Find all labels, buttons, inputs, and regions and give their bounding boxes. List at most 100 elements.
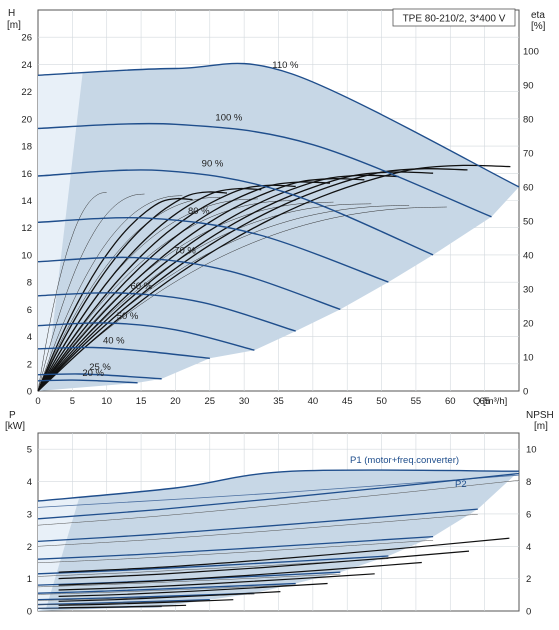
eta-curve	[37, 174, 399, 392]
min-flow-zone	[38, 72, 83, 391]
x-tick-label: 20	[170, 396, 181, 407]
power-curves	[37, 469, 520, 610]
x-tick-label: 50	[376, 396, 387, 407]
npsh-tick-label: 6	[526, 509, 531, 520]
y-tick-label: 8	[27, 278, 32, 289]
y-tick-label: 24	[21, 60, 32, 71]
p-tick-label: 2	[27, 542, 32, 553]
speed-curve-label: 80 %	[188, 206, 210, 217]
y2-tick-label: 50	[523, 216, 534, 227]
power-envelope-area	[38, 469, 519, 611]
y2-tick-label: 40	[523, 250, 534, 261]
x-tick-label: 60	[445, 396, 456, 407]
p1-curve	[37, 469, 520, 502]
thin-curve	[37, 200, 296, 392]
chart-title: TPE 80-210/2, 3*400 V	[403, 14, 506, 25]
power-envelope	[38, 469, 519, 611]
p-tick-label: 1	[27, 574, 32, 585]
npsh-curve	[58, 573, 375, 591]
power-speed-curve	[37, 472, 520, 520]
thin-curve	[37, 192, 107, 392]
y2-tick-label: 30	[523, 284, 534, 295]
thin-curve	[37, 203, 372, 392]
x-tick-label: 10	[101, 396, 112, 407]
series-label-p2: P2	[455, 479, 467, 490]
y-tick-label: 16	[21, 169, 32, 180]
axis-ticks: 0 5 10 15 20 25 30 35 40 45 50 55 60 6502468101214161…	[21, 33, 538, 618]
p2-speed-curve	[37, 480, 520, 526]
x-tick-label: 30	[239, 396, 250, 407]
eta-curve	[37, 197, 193, 392]
x-tick-label: 45	[342, 396, 353, 407]
speed-curves: 110 % 100 % 90 % 80 % 70 % 60 % 50 % 40 % 25 %20…	[37, 60, 520, 384]
thin-curve	[37, 206, 447, 392]
speed-curve-label: 100 %	[215, 112, 242, 123]
speed-curve-label: 20 %	[82, 368, 104, 379]
y-axis-unit-p: [kW]	[5, 421, 25, 432]
x-tick-label: 55	[411, 396, 422, 407]
x-tick-label: 35	[273, 396, 284, 407]
thin-curve	[37, 196, 221, 392]
x-tick-label: 40	[308, 396, 319, 407]
y-axis-label-p: P	[9, 410, 16, 421]
speed-curve	[37, 122, 492, 218]
x-tick-label: 25	[204, 396, 215, 407]
y2-tick-label: 70	[523, 148, 534, 159]
power-speed-curve	[37, 508, 478, 543]
power-speed-curve	[37, 582, 296, 594]
eta-curve	[37, 191, 228, 392]
npsh-tick-label: 0	[526, 607, 531, 618]
speed-curve	[37, 346, 210, 359]
speed-curve	[37, 62, 520, 188]
x-tick-label: 0	[35, 396, 40, 407]
y2-tick-label: 0	[523, 387, 528, 398]
y2-tick-label: 20	[523, 318, 534, 329]
y2-axis-unit-npsh: [m]	[534, 421, 548, 432]
p2-speed-curve	[37, 540, 434, 564]
speed-curve	[37, 322, 255, 351]
speed-curve-label: 110 %	[272, 60, 299, 71]
speed-curve-label: 60 %	[130, 281, 152, 292]
npsh-curve	[58, 550, 470, 580]
p-tick-label: 0	[27, 607, 32, 618]
npsh-tick-label: 2	[526, 574, 531, 585]
power-speed-curve	[37, 535, 434, 560]
y2-axis-unit-eta: [%]	[531, 21, 546, 32]
speed-curve-label: 25 %	[89, 362, 111, 373]
npsh-curve	[58, 561, 422, 586]
npsh-curve	[58, 604, 187, 609]
speed-curve	[37, 373, 162, 380]
y-tick-label: 2	[27, 359, 32, 370]
eta-curve	[37, 171, 434, 392]
y-axis-label-h: H	[8, 8, 15, 19]
eta-curve	[37, 184, 296, 392]
thin-curves	[37, 192, 447, 392]
speed-curve-label: 40 %	[103, 335, 125, 346]
y-tick-label: 0	[27, 387, 32, 398]
y2-tick-label: 60	[523, 182, 534, 193]
speed-curve	[37, 379, 138, 384]
power-speed-curve	[37, 555, 389, 575]
y-tick-label: 14	[21, 196, 32, 207]
y-tick-label: 4	[27, 332, 32, 343]
speed-curve	[37, 292, 296, 332]
power-speed-curve	[37, 599, 210, 606]
speed-curve	[37, 217, 389, 283]
y2-axis-label-eta: eta	[531, 10, 545, 21]
thin-curve	[37, 195, 183, 392]
p-tick-label: 5	[27, 445, 32, 456]
speed-curve	[37, 169, 434, 256]
npsh-tick-label: 4	[526, 542, 531, 553]
x-tick-label: 5	[70, 396, 75, 407]
npsh-tick-label: 8	[526, 477, 531, 488]
y-tick-label: 12	[21, 223, 32, 234]
operating-envelope	[38, 63, 519, 392]
speed-curve-label: 90 %	[202, 159, 224, 170]
p-tick-label: 3	[27, 509, 32, 520]
speed-curve-label: 50 %	[117, 311, 139, 322]
p-tick-label: 4	[27, 477, 32, 488]
y-tick-label: 10	[21, 250, 32, 261]
y-tick-label: 20	[21, 114, 32, 125]
series-label-p1: P1 (motor+freq.converter)	[350, 455, 459, 466]
